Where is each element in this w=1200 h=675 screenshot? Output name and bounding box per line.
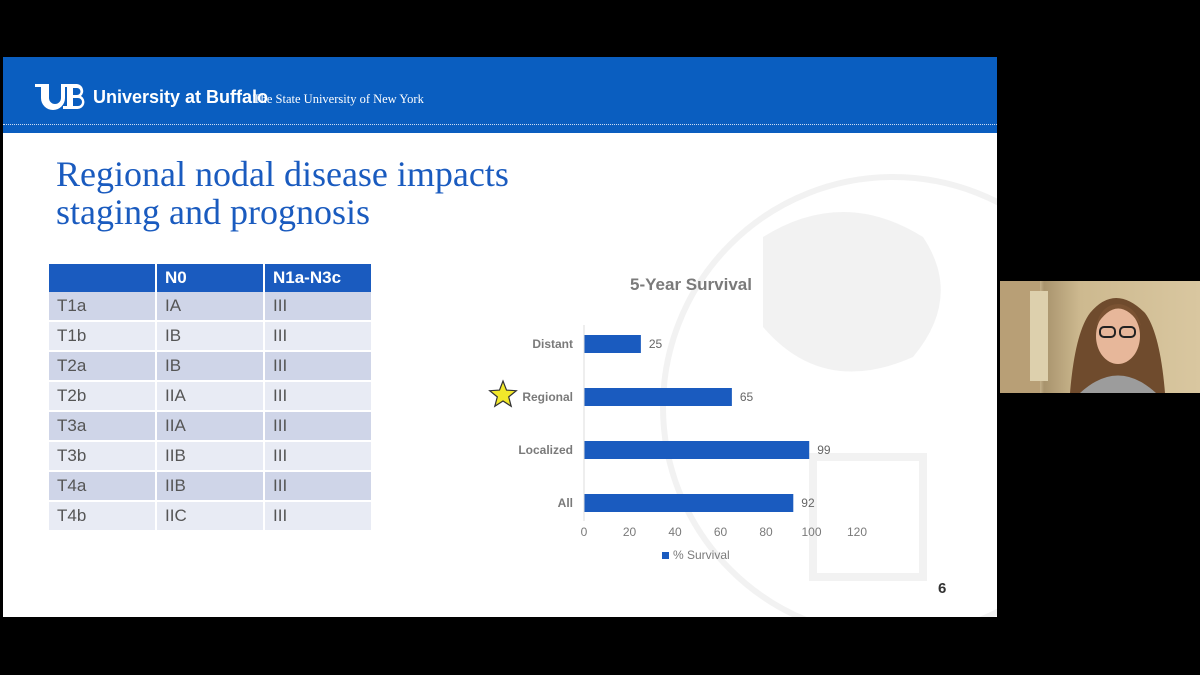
table-cell: IB [156, 321, 265, 352]
category-label: All [558, 496, 573, 510]
x-tick-label: 20 [623, 525, 637, 539]
slide-title: Regional nodal disease impacts staging a… [56, 155, 656, 231]
survival-bar-chart: 5-Year Survival Distant 25 Regional 65 Local… [488, 275, 867, 562]
data-label: 25 [649, 337, 663, 351]
table-row: T3b IIB III [49, 441, 373, 472]
table-cell: IIA [156, 411, 265, 442]
table-cell: IA [156, 292, 265, 322]
data-label: 65 [740, 390, 754, 404]
table-cell: T3b [49, 441, 157, 472]
table-row: T4a IIB III [49, 471, 373, 502]
legend-swatch [662, 552, 669, 559]
ub-logo-icon [35, 84, 85, 110]
table-cell: T2a [49, 351, 157, 382]
x-tick-label: 0 [581, 525, 588, 539]
table-cell: T4a [49, 471, 157, 502]
table-cell: T1b [49, 321, 157, 352]
table-cell: IIB [156, 471, 265, 502]
table-cell: III [264, 351, 373, 382]
x-tick-label: 80 [759, 525, 773, 539]
data-label: 99 [817, 443, 831, 457]
star-icon [488, 379, 518, 408]
table-cell: IB [156, 351, 265, 382]
table-row: T2b IIA III [49, 381, 373, 412]
table-cell: T2b [49, 381, 157, 412]
table-row: T1a IA III [49, 292, 373, 322]
slide-title-line1: Regional nodal disease impacts [56, 154, 509, 194]
table-row: T4b IIC III [49, 501, 373, 532]
table-cell: III [264, 381, 373, 412]
legend-label: % Survival [673, 548, 730, 562]
bar [584, 335, 641, 353]
category-label: Regional [522, 390, 573, 404]
bar [584, 441, 810, 459]
table-cell: III [264, 321, 373, 352]
table-cell: IIA [156, 381, 265, 412]
table-header-cell [49, 264, 157, 292]
chart-title: 5-Year Survival [630, 275, 752, 294]
x-tick-label: 120 [847, 525, 867, 539]
table-header-cell: N0 [156, 264, 265, 292]
logo-text: University at Buffalo [93, 87, 269, 107]
x-tick-label: 60 [714, 525, 728, 539]
banner-divider [3, 124, 997, 125]
table-cell: III [264, 441, 373, 472]
table-cell: III [264, 501, 373, 532]
page-number: 6 [938, 580, 947, 597]
logo-subtitle: The State University of New York [253, 92, 424, 106]
staging-table: N0 N1a-N3c T1a IA III T1b IB III T2a IB … [49, 264, 373, 532]
table-cell: T4b [49, 501, 157, 532]
data-label: 92 [801, 496, 815, 510]
table-cell: T3a [49, 411, 157, 442]
table-header-row: N0 N1a-N3c [49, 264, 373, 292]
webcam-video-feed[interactable] [1000, 281, 1200, 393]
header-banner: University at Buffalo The State Universi… [3, 57, 997, 133]
slide-title-line2: staging and prognosis [56, 192, 370, 232]
table-cell: III [264, 411, 373, 442]
table-row: T1b IB III [49, 321, 373, 352]
person-video-icon [1000, 281, 1165, 393]
bar [584, 494, 794, 512]
category-label: Distant [532, 337, 573, 351]
table-cell: IIB [156, 441, 265, 472]
table-row: T3a IIA III [49, 411, 373, 442]
bar [584, 388, 732, 406]
table-row: T2a IB III [49, 351, 373, 382]
presentation-slide: University at Buffalo The State Universi… [3, 57, 997, 617]
x-tick-label: 40 [668, 525, 682, 539]
seal-watermark-icon [660, 174, 997, 617]
table-cell: T1a [49, 292, 157, 322]
x-tick-label: 100 [801, 525, 821, 539]
table-cell: IIC [156, 501, 265, 532]
category-label: Localized [518, 443, 573, 457]
table-cell: III [264, 292, 373, 322]
table-header-cell: N1a-N3c [264, 264, 373, 292]
table-cell: III [264, 471, 373, 502]
